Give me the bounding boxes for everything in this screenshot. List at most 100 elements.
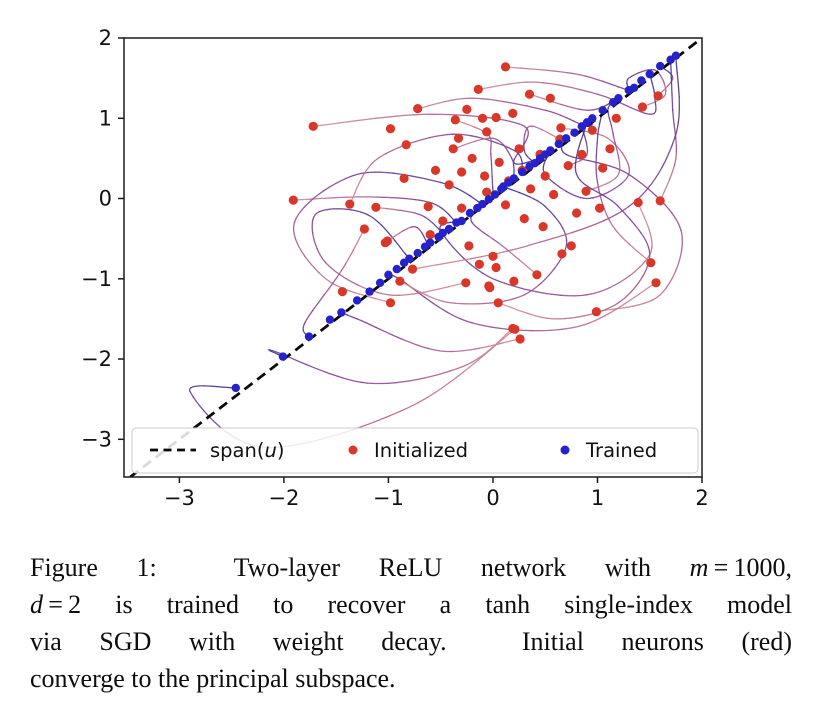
trajectory-path [509, 306, 529, 315]
initialized-point [380, 238, 390, 248]
y-tick-label: −2 [81, 347, 112, 371]
trajectory-path [630, 72, 640, 78]
trajectory-path [673, 151, 678, 166]
trajectory-path [532, 125, 544, 131]
trajectory-path [525, 154, 531, 160]
trajectory-path [663, 90, 667, 98]
trajectory-path [531, 290, 562, 296]
trajectory-path [518, 191, 535, 200]
trajectory-path [651, 82, 655, 92]
trajectory-path [294, 238, 306, 258]
trajectory-path [352, 236, 361, 251]
trajectory-path [640, 232, 650, 249]
initialized-point [566, 241, 576, 251]
initialized-point [438, 216, 448, 226]
initialized-point [488, 251, 498, 261]
trajectory-path [502, 144, 509, 153]
trajectory-path [618, 157, 621, 171]
trajectory-path [474, 137, 489, 142]
trajectory-path [469, 194, 480, 203]
trajectory-path [586, 287, 611, 296]
trajectory-path [506, 81, 527, 85]
initialized-point [457, 203, 467, 213]
x-tick-label: −3 [164, 486, 195, 510]
trajectory-path [443, 97, 464, 103]
caption-line: Figure 1: Two-layer ReLU network with m … [30, 549, 792, 586]
trajectory-path [188, 387, 195, 398]
initialized-point [491, 112, 501, 123]
y-tick-label: 0 [99, 187, 112, 211]
trajectory-path [202, 385, 224, 388]
trajectory-path [523, 149, 528, 156]
trajectory-path [338, 117, 377, 124]
y-tick-label: 2 [99, 26, 112, 50]
trajectory-path [523, 125, 529, 137]
trajectory-path [481, 98, 505, 103]
trajectory-path [389, 396, 429, 417]
trajectory-path [605, 196, 620, 208]
trajectory-path [543, 69, 568, 74]
caption-text: via SGD with weight decay. Initial neuro… [30, 627, 792, 656]
trajectory-path [523, 283, 542, 296]
trajectory-path [629, 260, 646, 277]
trajectory-path [413, 113, 447, 116]
trajectory-path [490, 153, 493, 166]
trajectory-path [629, 218, 642, 234]
trajectory-path [353, 178, 362, 195]
trained-point [465, 208, 475, 218]
trajectory-path [539, 268, 555, 285]
trajectory-path [392, 230, 404, 238]
trajectory-path [626, 79, 629, 85]
trajectory-path [374, 114, 415, 119]
trajectory-path [620, 173, 630, 185]
trajectory-path [318, 271, 335, 285]
caption-text: Figure 1: Two-layer ReLU network with [30, 553, 690, 582]
initialized-point [480, 171, 490, 181]
trajectory-path [312, 210, 321, 220]
trained-point [554, 139, 563, 149]
initialized-point [484, 281, 494, 291]
trajectory-path [527, 312, 548, 319]
trajectory-path [423, 216, 433, 224]
initialized-point [611, 113, 621, 123]
trajectory-path [394, 239, 407, 255]
trajectory-path [496, 138, 505, 146]
initialized-point [651, 278, 661, 288]
trained-point [375, 278, 385, 287]
trajectory-path [517, 152, 523, 162]
trajectory-path [596, 181, 601, 196]
trajectory-path [663, 178, 671, 193]
trajectory-path [675, 249, 683, 271]
trajectory-path [452, 347, 480, 353]
x-tick-label: −1 [373, 486, 404, 510]
initialized-point [515, 334, 525, 344]
trained-point [457, 216, 466, 226]
trajectory-path [507, 151, 513, 160]
trajectory-path [446, 311, 473, 324]
trajectory-path [344, 249, 355, 265]
trajectory-path [268, 349, 283, 355]
trajectory-path [579, 88, 599, 95]
trajectory-path [668, 164, 676, 180]
trajectory-path [566, 71, 587, 77]
trajectory-path [604, 177, 617, 185]
trajectory-path [574, 150, 579, 169]
initialized-point [371, 202, 381, 212]
trajectory-path [671, 122, 679, 146]
initialized-point [577, 149, 587, 159]
trajectory-path [418, 176, 442, 184]
trajectory-path [323, 277, 338, 296]
trajectory-path [267, 348, 272, 352]
trajectory-path [561, 84, 581, 91]
initialized-point [494, 157, 504, 167]
trajectory-path [671, 75, 674, 82]
scatter-plot: −3 −2 −1 0 1 2 2 1 0 −1 −2 −3 span(u) Initialized Trai… [81, 26, 709, 510]
trained-point [588, 114, 597, 123]
trajectory-path [560, 294, 588, 297]
initialized-point [538, 222, 548, 232]
trajectory-path [305, 363, 339, 377]
initialized-point [337, 287, 347, 297]
trajectory-path [323, 177, 347, 192]
trajectory-path [366, 213, 383, 226]
